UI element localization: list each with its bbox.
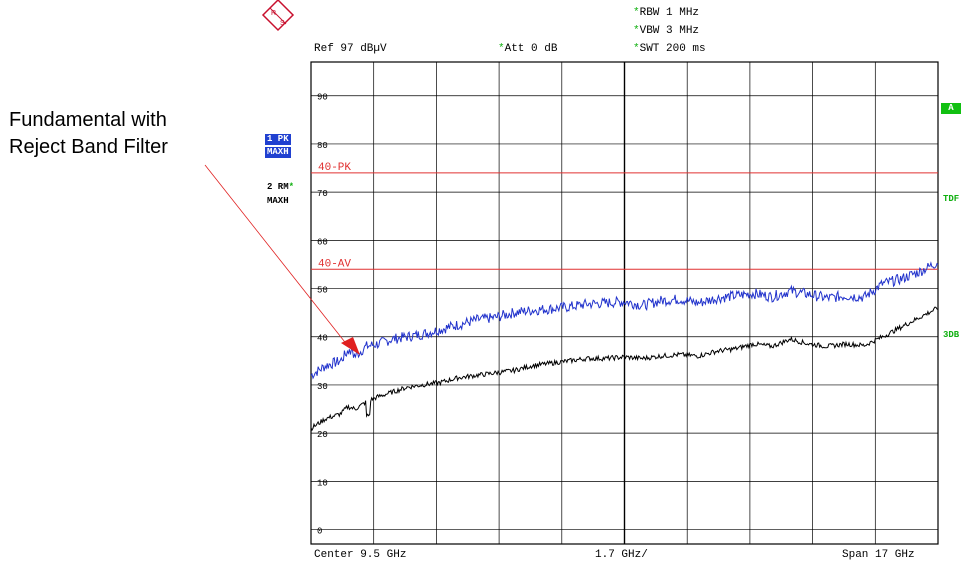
logo-s: S (280, 20, 285, 27)
limit-line-label: 40-PK (318, 162, 351, 174)
vbw-value: VBW 3 MHz (639, 25, 700, 37)
traces (310, 261, 939, 432)
trace1-mode-badge: MAXH (265, 147, 291, 158)
y-tick-label: 20 (317, 430, 328, 440)
att-star-icon: * (498, 43, 505, 55)
annotation-arrowhead (341, 337, 360, 355)
y-tick-label: 0 (317, 527, 322, 537)
limit-lines: 40-PK 40-AV (311, 162, 938, 270)
trace2-mode: MAXH (267, 196, 289, 206)
logo-r: R (271, 10, 276, 17)
y-tick-label: 10 (317, 478, 328, 488)
trace1-label-badge: 1 PK (265, 134, 291, 145)
trace2-label: 2 RM* (265, 182, 296, 193)
y-tick-label: 40 (317, 334, 328, 344)
trace2-star-icon: * (288, 182, 295, 192)
annotation-arrow (204, 164, 360, 355)
logo-slash (269, 7, 287, 25)
y-tick-label: 70 (317, 189, 328, 199)
screen-a-badge: A (941, 103, 961, 114)
center-frequency: Center 9.5 GHz (314, 549, 407, 561)
swt-star-icon: * (633, 43, 640, 55)
tdf-label: TDF (943, 194, 960, 204)
y-tick-label: 30 (317, 382, 328, 392)
annotation-line1: Fundamental with (9, 109, 167, 131)
div-frequency: 1.7 GHz/ (595, 549, 648, 561)
vbw: *VBW 3 MHz (633, 25, 699, 37)
span-frequency: Span 17 GHz (842, 549, 915, 561)
rbw: *RBW 1 MHz (633, 7, 699, 19)
trace-2-line (310, 306, 939, 432)
3db-label: 3DB (943, 330, 960, 340)
rs-logo: RS (261, 0, 295, 32)
y-tick-label: 60 (317, 237, 328, 247)
annotation-line2: Reject Band Filter (9, 136, 168, 158)
attenuation: *Att 0 dB (498, 43, 557, 55)
y-tick-labels: 0 10 20 30 40 50 60 70 80 90 (317, 93, 328, 537)
limit-line-label: 40-AV (318, 258, 351, 270)
logo-diamond (261, 0, 295, 32)
y-tick-label: 80 (317, 141, 328, 151)
ref-level: Ref 97 dBµV (314, 43, 387, 55)
trace-1-line (310, 261, 939, 380)
annotation-leader-line (204, 164, 349, 347)
y-tick-label: 50 (317, 286, 328, 296)
rbw-star-icon: * (633, 7, 640, 19)
rbw-value: RBW 1 MHz (639, 7, 700, 19)
swt-value: SWT 200 ms (639, 43, 706, 55)
swt: *SWT 200 ms (633, 43, 706, 55)
att-value: Att 0 dB (504, 43, 558, 55)
trace2-label-text: 2 RM (267, 182, 289, 192)
y-tick-label: 90 (317, 93, 328, 103)
vbw-star-icon: * (633, 25, 640, 37)
